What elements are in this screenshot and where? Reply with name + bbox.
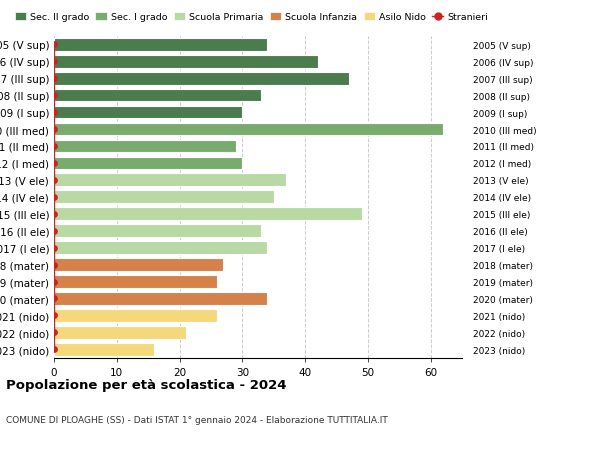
Bar bbox=[54, 309, 217, 322]
Bar bbox=[54, 275, 217, 288]
Text: COMUNE DI PLOAGHE (SS) - Dati ISTAT 1° gennaio 2024 - Elaborazione TUTTITALIA.IT: COMUNE DI PLOAGHE (SS) - Dati ISTAT 1° g… bbox=[6, 415, 388, 425]
Point bbox=[49, 58, 59, 66]
Point bbox=[49, 211, 59, 218]
Bar bbox=[54, 106, 242, 119]
Bar bbox=[54, 225, 261, 238]
Point bbox=[49, 126, 59, 134]
Text: Popolazione per età scolastica - 2024: Popolazione per età scolastica - 2024 bbox=[6, 379, 287, 392]
Point bbox=[49, 41, 59, 49]
Bar bbox=[54, 208, 362, 221]
Bar bbox=[54, 259, 223, 271]
Bar bbox=[54, 191, 274, 204]
Bar bbox=[54, 90, 261, 102]
Bar bbox=[54, 73, 349, 85]
Bar bbox=[54, 292, 268, 305]
Bar bbox=[54, 242, 268, 254]
Point bbox=[49, 261, 59, 269]
Legend: Sec. II grado, Sec. I grado, Scuola Primaria, Scuola Infanzia, Asilo Nido, Stran: Sec. II grado, Sec. I grado, Scuola Prim… bbox=[11, 9, 492, 26]
Point bbox=[49, 312, 59, 319]
Point bbox=[49, 194, 59, 201]
Point bbox=[49, 295, 59, 302]
Point bbox=[49, 346, 59, 353]
Bar bbox=[54, 174, 286, 187]
Point bbox=[49, 329, 59, 336]
Point bbox=[49, 278, 59, 285]
Bar bbox=[54, 343, 154, 356]
Point bbox=[49, 75, 59, 83]
Point bbox=[49, 109, 59, 117]
Bar bbox=[54, 326, 186, 339]
Bar bbox=[54, 56, 317, 68]
Bar bbox=[54, 140, 236, 153]
Bar bbox=[54, 123, 443, 136]
Bar bbox=[54, 157, 242, 170]
Point bbox=[49, 92, 59, 100]
Point bbox=[49, 177, 59, 184]
Bar bbox=[54, 39, 268, 51]
Point bbox=[49, 245, 59, 252]
Point bbox=[49, 143, 59, 150]
Point bbox=[49, 160, 59, 167]
Point bbox=[49, 228, 59, 235]
